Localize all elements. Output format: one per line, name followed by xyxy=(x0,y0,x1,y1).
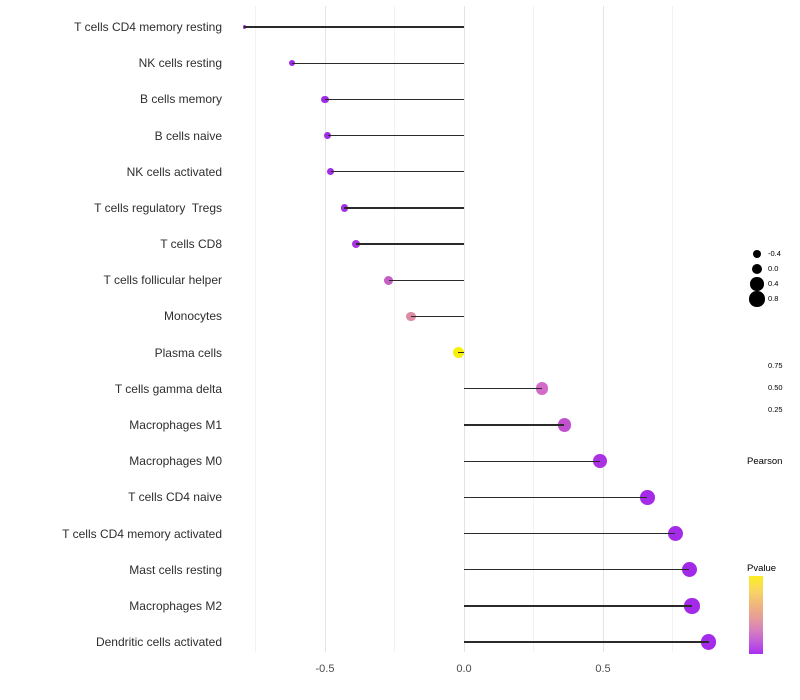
category-label: T cells CD4 memory activated xyxy=(62,526,222,541)
x-tick-label: 0.0 xyxy=(456,663,472,675)
category-label: Plasma cells xyxy=(154,345,222,360)
colorbar-tick-mark xyxy=(760,410,763,412)
lollipop-stem xyxy=(388,279,464,281)
category-label: Monocytes xyxy=(163,309,222,324)
lollipop-stem xyxy=(355,243,464,245)
category-label: B cells naive xyxy=(154,128,222,143)
legend-pvalue-tick-label: 0.25 xyxy=(768,405,783,414)
lollipop-stem xyxy=(291,62,464,64)
lollipop-stem xyxy=(464,496,648,498)
category-label: T cells CD4 naive xyxy=(128,490,222,505)
lollipop-dot xyxy=(453,347,464,359)
colorbar-tick-mark xyxy=(749,388,752,390)
gridline-major xyxy=(463,6,465,652)
color-legend-title: Pvalue xyxy=(747,563,777,574)
colorbar-tick-mark xyxy=(760,388,763,390)
lollipop-stem xyxy=(330,171,464,173)
lollipop-dot xyxy=(535,382,549,396)
category-label: T cells gamma delta xyxy=(114,381,222,396)
legend-size-label: 0.8 xyxy=(768,294,779,303)
category-label: Mast cells resting xyxy=(129,562,222,577)
x-tick-label: 0.5 xyxy=(595,663,611,675)
legend-size-dot xyxy=(752,249,761,258)
lollipop-dot xyxy=(667,525,683,542)
lollipop-dot xyxy=(640,490,655,505)
lollipop-stem xyxy=(464,424,565,426)
colorbar-tick-mark xyxy=(749,410,752,412)
category-label: NK cells resting xyxy=(138,56,222,71)
lollipop-dot xyxy=(340,204,349,212)
colorbar-tick-mark xyxy=(760,366,763,368)
lollipop-dot xyxy=(321,95,329,103)
legend-size-label: 0.0 xyxy=(768,264,779,273)
lollipop-stem xyxy=(327,134,464,137)
lollipop-stem xyxy=(464,641,709,643)
lollipop-stem xyxy=(464,569,690,571)
category-label: T cells CD8 xyxy=(160,237,222,252)
category-label: T cells follicular helper xyxy=(103,273,223,288)
gridline-minor xyxy=(672,6,673,652)
category-label: B cells memory xyxy=(139,92,222,107)
lollipop-stem xyxy=(464,460,601,462)
legend-pvalue-tick-label: 0.50 xyxy=(768,383,783,392)
lollipop-stem xyxy=(325,98,464,100)
gridline-minor xyxy=(533,6,534,652)
legend-size-dot xyxy=(749,291,765,307)
lollipop-dot xyxy=(700,634,717,650)
lollipop-stem xyxy=(458,351,464,354)
legend-size-dot xyxy=(751,263,763,275)
size-legend-title: Pearson xyxy=(747,456,783,467)
lollipop-stem xyxy=(411,315,464,318)
category-label: Macrophages M2 xyxy=(129,598,222,613)
category-label: T cells regulatory Tregs xyxy=(94,200,222,215)
legend-pvalue-tick-label: 0.75 xyxy=(768,361,783,370)
colorbar-tick-mark xyxy=(749,366,752,368)
lollipop-dot xyxy=(681,562,697,578)
lollipop-stem xyxy=(464,605,692,607)
legend-size-label: -0.4 xyxy=(768,249,781,258)
lollipop-stem xyxy=(344,207,464,209)
pvalue-colorbar xyxy=(749,576,763,654)
gridline-minor xyxy=(394,6,395,652)
gridline-minor xyxy=(255,6,256,652)
legend: Pearson -0.4 0.0 0.4 0.8 Pvalue 0.75 0.50 0.2… xyxy=(736,226,800,654)
gridline-major xyxy=(324,6,326,652)
legend-size-dot xyxy=(750,277,764,291)
category-label: T cells CD4 memory resting xyxy=(74,20,222,34)
category-label: Macrophages M1 xyxy=(129,417,222,432)
lollipop-stem xyxy=(464,388,542,390)
lollipop-dot xyxy=(351,240,360,249)
lollipop-stem xyxy=(464,532,676,535)
lollipop-stem xyxy=(244,26,464,28)
category-label: NK cells activated xyxy=(126,164,222,179)
gridline-major xyxy=(602,6,604,652)
x-tick-label: -0.5 xyxy=(315,663,335,675)
lollipop-dot xyxy=(242,25,246,29)
lollipop-dot xyxy=(384,275,394,285)
legend-size-label: 0.4 xyxy=(768,279,779,288)
category-label: Macrophages M0 xyxy=(129,454,222,469)
category-label: Dendritic cells activated xyxy=(95,635,222,650)
